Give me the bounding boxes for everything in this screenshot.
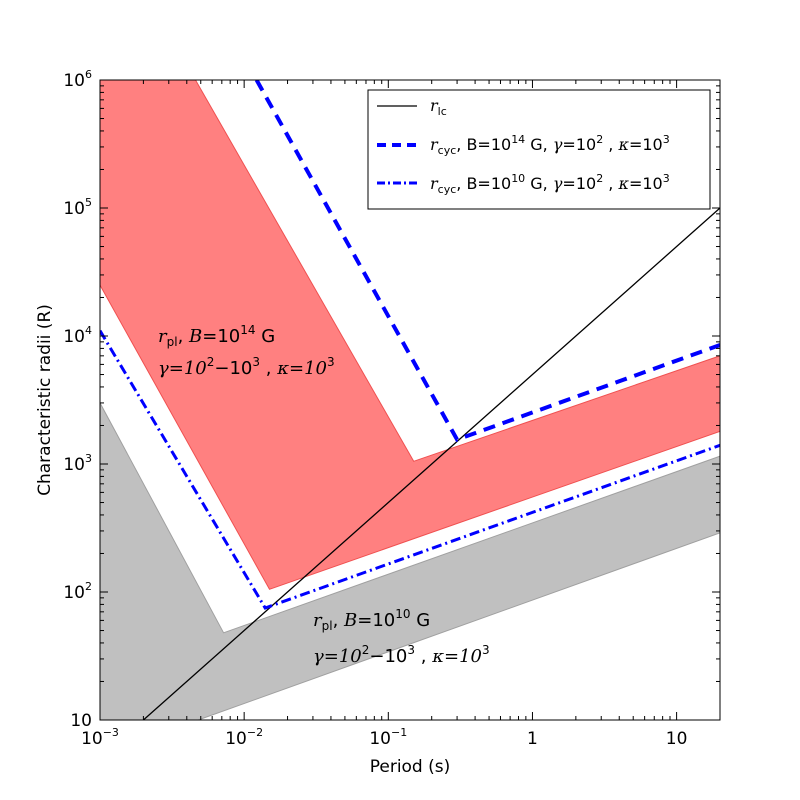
legend-box bbox=[367, 89, 711, 210]
legend: rlc rcyc, B=1014 G, γ=102 , κ=103 rcyc, … bbox=[367, 89, 711, 210]
series-layer bbox=[100, 80, 720, 720]
y-tick-label: 104 bbox=[63, 324, 92, 347]
series-line-2 bbox=[100, 329, 720, 610]
ticks-layer: 10−3 10−2 10−1 1 10 10 102 103 104 105 106 bbox=[63, 68, 720, 749]
x-tick-label: 10 bbox=[666, 729, 688, 749]
y-tick-label: 103 bbox=[63, 452, 92, 475]
band-rpl-b14 bbox=[100, 80, 720, 590]
x-axis-label: Period (s) bbox=[370, 757, 451, 777]
x-tick-label: 10−1 bbox=[369, 726, 407, 749]
y-tick-label: 102 bbox=[63, 580, 92, 603]
series-line-1 bbox=[254, 80, 720, 443]
x-tick-label: 1 bbox=[527, 729, 538, 749]
bands-layer bbox=[100, 80, 720, 720]
annotation-b10-line1: rpl, B=1010 G bbox=[313, 607, 430, 633]
x-tick-label: 10−3 bbox=[81, 726, 119, 749]
y-tick-label: 105 bbox=[63, 196, 92, 219]
legend-entry-rlc: rlc bbox=[430, 96, 447, 118]
x-tick-label: 10−2 bbox=[225, 726, 263, 749]
plot-frame bbox=[99, 79, 721, 721]
y-tick-label: 10 bbox=[70, 711, 92, 731]
annotation-b14-line1: rpl, B=1014 G bbox=[158, 323, 275, 349]
legend-entry-rcyc-b10: rcyc, B=1010 G, γ=102 , κ=103 bbox=[430, 172, 670, 196]
legend-entry-rcyc-b14: rcyc, B=1014 G, γ=102 , κ=103 bbox=[430, 133, 670, 157]
y-axis-label: Characteristic radii (R) bbox=[35, 304, 55, 496]
annotation-b10-line2: γ=102−103 , κ=103 bbox=[313, 643, 490, 667]
series-line-0 bbox=[142, 207, 720, 720]
annotation-b14-line2: γ=102−103 , κ=103 bbox=[158, 355, 335, 379]
y-tick-label: 106 bbox=[63, 68, 92, 91]
band-rpl-b10 bbox=[100, 402, 720, 720]
